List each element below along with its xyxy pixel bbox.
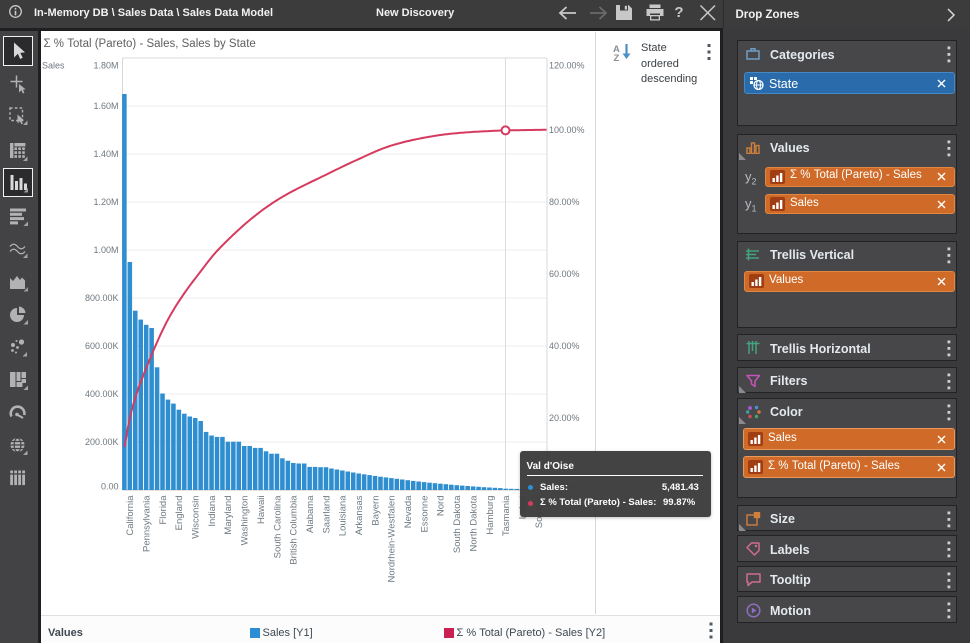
- svg-text:England: England: [174, 496, 185, 531]
- svg-text:British Columbia: British Columbia: [289, 495, 300, 565]
- svg-text:Indiana: Indiana: [207, 495, 218, 527]
- svg-text:Nevada: Nevada: [403, 495, 414, 528]
- svg-text:1.60M: 1.60M: [93, 101, 118, 111]
- svg-text:60.00%: 60.00%: [549, 269, 580, 279]
- svg-text:Nordrhein-Westfalen: Nordrhein-Westfalen: [387, 496, 398, 583]
- svg-text:Arkansas: Arkansas: [354, 495, 365, 535]
- svg-text:1.40M: 1.40M: [93, 149, 118, 159]
- svg-text:800.00K: 800.00K: [85, 293, 119, 303]
- svg-text:20.00%: 20.00%: [549, 413, 580, 423]
- svg-text:40.00%: 40.00%: [549, 341, 580, 351]
- svg-text:Nord: Nord: [436, 496, 447, 517]
- svg-text:Alabama: Alabama: [305, 495, 316, 533]
- svg-text:Bayern: Bayern: [370, 496, 381, 526]
- svg-text:Saarland: Saarland: [321, 496, 332, 534]
- svg-text:400.00K: 400.00K: [85, 389, 119, 399]
- svg-text:1.80M: 1.80M: [93, 61, 118, 71]
- svg-text:80.00%: 80.00%: [549, 197, 580, 207]
- svg-text:0.00: 0.00: [101, 482, 119, 492]
- svg-text:South Carolina: South Carolina: [272, 495, 283, 559]
- svg-text:Tasmania: Tasmania: [501, 495, 512, 536]
- svg-text:Wisconsin: Wisconsin: [191, 496, 202, 539]
- svg-text:Essonne: Essonne: [419, 496, 430, 533]
- svg-text:Louisiana: Louisiana: [338, 495, 349, 536]
- svg-text:Hamburg: Hamburg: [485, 496, 496, 535]
- svg-text:200.00K: 200.00K: [85, 437, 119, 447]
- svg-text:1.20M: 1.20M: [93, 197, 118, 207]
- svg-text:100.00%: 100.00%: [549, 125, 585, 135]
- svg-text:Z: Z: [614, 53, 620, 64]
- svg-text:California: California: [125, 495, 136, 536]
- svg-text:A: A: [613, 44, 620, 55]
- svg-text:Washington: Washington: [240, 496, 251, 546]
- svg-text:South Dakota: South Dakota: [452, 495, 463, 553]
- svg-text:Sales: Sales: [42, 61, 65, 71]
- svg-text:Maryland: Maryland: [223, 496, 234, 535]
- svg-text:1.00M: 1.00M: [93, 245, 118, 255]
- svg-text:Hawaii: Hawaii: [256, 496, 267, 525]
- svg-text:Pennsylvania: Pennsylvania: [142, 495, 153, 552]
- svg-text:North Dakota: North Dakota: [468, 495, 479, 552]
- svg-text:600.00K: 600.00K: [85, 341, 119, 351]
- svg-text:Florida: Florida: [158, 495, 169, 525]
- svg-text:120.00%: 120.00%: [549, 61, 585, 71]
